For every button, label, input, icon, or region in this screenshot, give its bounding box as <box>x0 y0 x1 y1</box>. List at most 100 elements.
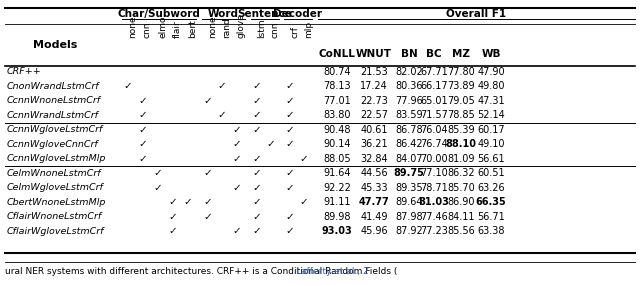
Text: CcnnWnoneLstmCrf: CcnnWnoneLstmCrf <box>7 96 101 105</box>
Text: ✓: ✓ <box>204 197 212 207</box>
Text: 47.90: 47.90 <box>477 67 505 77</box>
Text: 89.75: 89.75 <box>394 168 424 178</box>
Text: elmo: elmo <box>158 15 167 38</box>
Text: ✓: ✓ <box>285 168 294 178</box>
Text: ✓: ✓ <box>253 96 261 106</box>
Text: Overall F1: Overall F1 <box>447 9 507 19</box>
Text: ✓: ✓ <box>253 168 261 178</box>
Text: ✓: ✓ <box>218 81 227 91</box>
Text: CcnnWgloveLstmCrf: CcnnWgloveLstmCrf <box>7 125 104 134</box>
Text: 77.46: 77.46 <box>420 212 448 222</box>
Text: Sentence: Sentence <box>237 9 292 19</box>
Text: CcnnWgloveLstmMlp: CcnnWgloveLstmMlp <box>7 154 106 163</box>
Text: ✓: ✓ <box>154 183 163 193</box>
Text: 77.80: 77.80 <box>447 67 475 77</box>
Text: 89.98: 89.98 <box>323 212 351 222</box>
Text: 67.71: 67.71 <box>420 67 448 77</box>
Text: 84.11: 84.11 <box>447 212 475 222</box>
Text: 83.80: 83.80 <box>323 110 351 120</box>
Text: CelmWgloveLstmCrf: CelmWgloveLstmCrf <box>7 183 104 192</box>
Text: 65.01: 65.01 <box>420 96 448 106</box>
Text: ✓: ✓ <box>139 154 147 164</box>
Text: 17.24: 17.24 <box>360 81 388 91</box>
Text: 66.17: 66.17 <box>420 81 448 91</box>
Text: BN: BN <box>401 49 417 59</box>
Text: ✓: ✓ <box>253 81 261 91</box>
Text: ✓: ✓ <box>154 168 163 178</box>
Text: CcnnWgloveCnnCrf: CcnnWgloveCnnCrf <box>7 140 99 149</box>
Text: 77.23: 77.23 <box>420 226 448 236</box>
Text: Word: Word <box>208 9 239 19</box>
Text: ✓: ✓ <box>253 197 261 207</box>
Text: cnn: cnn <box>143 21 152 38</box>
Text: 91.11: 91.11 <box>323 197 351 207</box>
Text: WB: WB <box>481 49 500 59</box>
Text: 21.53: 21.53 <box>360 67 388 77</box>
Text: flair: flair <box>173 20 182 38</box>
Text: 52.14: 52.14 <box>477 110 505 120</box>
Text: ✓: ✓ <box>232 154 241 164</box>
Text: ural NER systems with different architectures. CRF++ is a Conditional Random Fie: ural NER systems with different architec… <box>5 267 397 277</box>
Text: ✓: ✓ <box>253 125 261 135</box>
Text: 41.49: 41.49 <box>360 212 388 222</box>
Text: Lafferty et al., 2: Lafferty et al., 2 <box>296 267 369 277</box>
Text: 91.64: 91.64 <box>323 168 351 178</box>
Text: ✓: ✓ <box>139 139 147 149</box>
Text: CoNLL: CoNLL <box>319 49 355 59</box>
Text: 85.56: 85.56 <box>447 226 475 236</box>
Text: ✓: ✓ <box>168 212 177 222</box>
Text: 93.03: 93.03 <box>322 226 353 236</box>
Text: 86.32: 86.32 <box>447 168 475 178</box>
Text: 83.59: 83.59 <box>395 110 423 120</box>
Text: CRF++: CRF++ <box>7 67 42 76</box>
Text: mlp: mlp <box>304 21 313 38</box>
Text: ✓: ✓ <box>232 183 241 193</box>
Text: 71.57: 71.57 <box>420 110 448 120</box>
Text: 88.10: 88.10 <box>445 139 477 149</box>
Text: 40.61: 40.61 <box>360 125 388 135</box>
Text: ✓: ✓ <box>232 125 241 135</box>
Text: 92.22: 92.22 <box>323 183 351 193</box>
Text: 60.17: 60.17 <box>477 125 505 135</box>
Text: 45.33: 45.33 <box>360 183 388 193</box>
Text: ✓: ✓ <box>184 197 193 207</box>
Text: ✓: ✓ <box>300 154 308 164</box>
Text: CflairWnoneLstmCrf: CflairWnoneLstmCrf <box>7 212 102 221</box>
Text: CbertWnoneLstmMlp: CbertWnoneLstmMlp <box>7 198 106 207</box>
Text: ✓: ✓ <box>253 212 261 222</box>
Text: 36.21: 36.21 <box>360 139 388 149</box>
Text: CelmWnoneLstmCrf: CelmWnoneLstmCrf <box>7 169 102 178</box>
Text: 87.92: 87.92 <box>395 226 423 236</box>
Text: 81.03: 81.03 <box>419 197 449 207</box>
Text: Models: Models <box>33 40 77 50</box>
Text: ✓: ✓ <box>124 81 132 91</box>
Text: 76.74: 76.74 <box>420 139 448 149</box>
Text: 66.35: 66.35 <box>476 197 506 207</box>
Text: ✓: ✓ <box>285 212 294 222</box>
Text: ✓: ✓ <box>168 226 177 236</box>
Text: lstm: lstm <box>257 18 266 38</box>
Text: 86.42: 86.42 <box>395 139 423 149</box>
Text: 70.00: 70.00 <box>420 154 448 164</box>
Text: ✓: ✓ <box>300 197 308 207</box>
Text: ✓: ✓ <box>139 110 147 120</box>
Text: cnn: cnn <box>271 21 280 38</box>
Text: 77.96: 77.96 <box>395 96 423 106</box>
Text: 63.38: 63.38 <box>477 226 505 236</box>
Text: 80.74: 80.74 <box>323 67 351 77</box>
Text: ✓: ✓ <box>168 197 177 207</box>
Text: 85.39: 85.39 <box>447 125 475 135</box>
Text: 76.04: 76.04 <box>420 125 448 135</box>
Text: 89.35: 89.35 <box>395 183 423 193</box>
Text: ✓: ✓ <box>285 139 294 149</box>
Text: ✓: ✓ <box>232 226 241 236</box>
Text: CnonWrandLstmCrf: CnonWrandLstmCrf <box>7 82 100 91</box>
Text: ✓: ✓ <box>253 110 261 120</box>
Text: 89.64: 89.64 <box>396 197 423 207</box>
Text: 80.36: 80.36 <box>396 81 423 91</box>
Text: ✓: ✓ <box>285 96 294 106</box>
Text: 47.31: 47.31 <box>477 96 505 106</box>
Text: 78.13: 78.13 <box>323 81 351 91</box>
Text: ✓: ✓ <box>285 226 294 236</box>
Text: 86.90: 86.90 <box>447 197 475 207</box>
